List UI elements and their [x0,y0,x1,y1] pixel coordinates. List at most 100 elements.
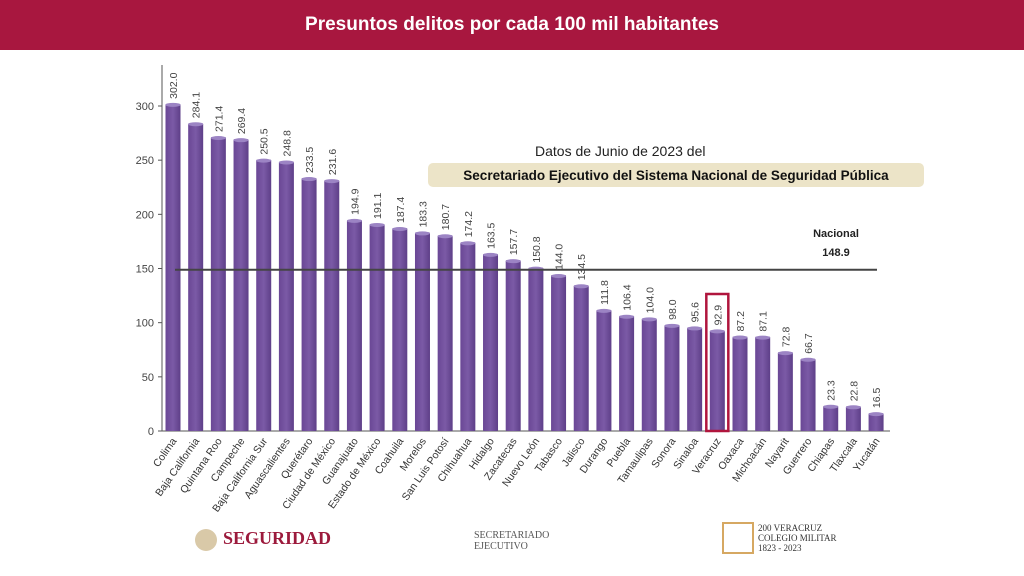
bar-Tlaxcala [845,406,861,431]
value-label: 98.0 [667,299,679,320]
bar-top [641,317,657,322]
value-label: 180.7 [440,204,452,230]
bar-top [437,234,453,239]
bar-top [460,241,476,246]
value-label: 163.5 [486,222,498,248]
bar-top [551,274,567,278]
bar-Durango [596,309,612,431]
value-label: 95.6 [690,302,702,323]
bar-Jalisco [573,285,589,431]
bar-top [210,135,226,140]
national-value: 148.9 [822,247,850,259]
bar-top [800,357,816,362]
bar-Zacatecas [505,260,521,431]
bar-Coahuila [392,227,408,431]
bar-top [278,160,294,165]
value-label: 174.2 [463,211,475,237]
value-label: 16.5 [871,388,883,409]
value-label: 92.9 [712,305,724,326]
highlight-box [705,292,730,433]
bar-top [369,222,385,227]
value-label: 150.8 [531,236,543,262]
source-line-2: Secretariado Ejecutivo del Sistema Nacio… [428,163,924,187]
page-title: Presuntos delitos por cada 100 mil habit… [305,14,719,35]
bar-Quintana Roo [210,136,226,431]
bar-Tabasco [551,275,567,431]
y-tick-label: 50 [142,372,154,384]
bar-Campeche [233,139,249,431]
secretariado-logo: SECRETARIADO EJECUTIVO [474,530,554,552]
bar-Guerrero [800,358,816,431]
value-label: 231.6 [327,149,339,175]
bar-Veracruz [709,330,725,431]
value-label: 104.0 [644,287,656,313]
y-tick-label: 100 [136,318,154,330]
bar-Tamaulipas [641,318,657,431]
value-label: 106.4 [622,284,634,310]
value-label: 233.5 [304,147,316,173]
bar-Nuevo León [528,267,544,431]
header-bar: Presuntos delitos por cada 100 mil habit… [0,0,1024,50]
bar-Michoacán [755,336,771,431]
bar-top [324,179,340,184]
bar-top [392,226,408,231]
bar-top [823,404,839,409]
bar-top [619,314,635,319]
value-label: 72.8 [780,327,792,348]
bar-Oaxaca [732,336,748,431]
bar-top [483,252,499,257]
bar-Ciudad de México [324,180,340,431]
bar-Querétaro [301,178,317,431]
bar-Hidalgo [483,253,499,431]
bar-top [233,138,249,143]
value-label: 302.0 [168,72,180,98]
national-label: Nacional [813,228,859,240]
value-label: 134.5 [576,254,588,280]
bar-Morelos [414,232,430,431]
value-label: 157.7 [508,229,520,255]
bar-Baja California [188,123,204,431]
bar-top [845,405,861,410]
seguridad-logo: SEGURIDAD [195,528,331,551]
value-label: 269.4 [236,108,248,134]
value-label: 248.8 [281,130,293,156]
value-label: 187.4 [395,197,407,223]
bar-top [777,351,793,356]
value-label: 271.4 [213,106,225,132]
y-tick-label: 300 [136,101,154,113]
seal-icon [195,528,217,551]
bar-Sonora [664,324,680,431]
value-label: 22.8 [848,381,860,402]
bar-top [732,335,748,340]
value-label: 87.2 [735,311,747,332]
bar-Chiapas [823,405,839,431]
bar-top [596,308,612,313]
bar-top [256,158,272,163]
value-label: 144.0 [554,244,566,270]
value-label: 111.8 [599,280,611,305]
bar-Colima [165,103,181,431]
bar-Puebla [619,315,635,431]
veracruz-logo-text: 200 VERACRUZ COLEGIO MILITAR 1823 - 2023 [758,523,837,553]
seguridad-logo-text: SEGURIDAD [223,528,332,548]
value-label: 191.1 [372,193,384,219]
value-label: 66.7 [803,333,815,354]
bar-Nayarit [777,352,793,431]
bar-Yucatán [868,413,884,431]
y-tick-label: 250 [136,155,154,167]
bar-top [346,218,362,223]
y-tick-label: 150 [136,264,154,276]
veracruz-200-logo: 200 VERACRUZ COLEGIO MILITAR 1823 - 2023 [722,522,838,554]
bar-top [188,122,204,127]
bar-Estado de México [369,223,385,431]
value-label: 194.9 [349,188,361,214]
source-line-1: Datos de Junio de 2023 del [535,143,706,159]
bar-top [868,412,884,417]
bar-top [505,259,521,264]
bar-Guanajuato [346,219,362,431]
emblem-icon [722,522,754,554]
value-label: 87.1 [758,311,770,332]
bar-Chihuahua [460,242,476,431]
value-label: 183.3 [417,201,429,227]
